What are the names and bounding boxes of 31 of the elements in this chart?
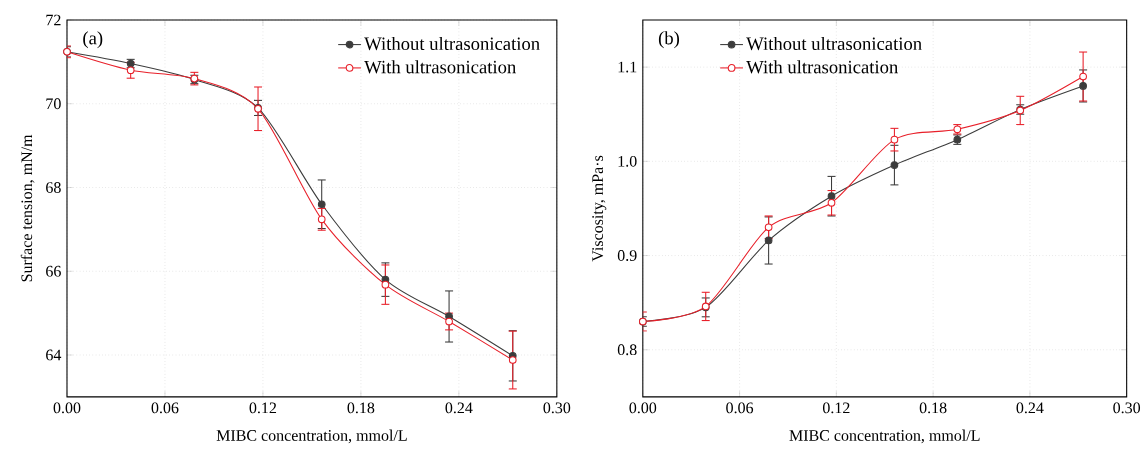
x-tick-label: 0.00 <box>53 402 81 414</box>
x-tick-label: 0.30 <box>1113 402 1141 414</box>
y-tick-label: 0.8 <box>617 344 637 356</box>
x-tick-label: 0.12 <box>249 402 277 414</box>
x-tick-label: 0.12 <box>822 402 850 414</box>
legend-label: Without ultrasonication <box>746 36 922 51</box>
y-tick-label: 1.0 <box>618 155 637 167</box>
annotation: (a) <box>83 31 103 49</box>
annotation: (b) <box>658 31 680 49</box>
legend-label: With ultrasonication <box>364 60 516 74</box>
legend-label: With ultrasonication <box>746 60 899 74</box>
y-tick-label: 64 <box>46 349 62 361</box>
y-axis-title: Surface tension, mN/m <box>20 134 35 282</box>
x-axis-title: MIBC concentration, mmol/L <box>216 429 407 444</box>
y-tick-label: 72 <box>46 14 61 26</box>
y-tick-label: 0.9 <box>617 250 637 262</box>
x-tick-label: 0.30 <box>543 402 571 414</box>
x-tick-label: 0.24 <box>445 402 473 414</box>
y-tick-label: 66 <box>46 265 61 277</box>
x-tick-label: 0.06 <box>151 402 179 414</box>
y-tick-label: 1.1 <box>618 61 637 73</box>
x-tick-label: 0.24 <box>1016 402 1044 414</box>
legend-label: Without ultrasonication <box>364 36 540 51</box>
x-tick-label: 0.18 <box>919 402 947 414</box>
y-axis-title: Viscosity, mPa·s <box>592 155 607 262</box>
x-axis-title: MIBC concentration, mmol/L <box>789 429 980 444</box>
y-tick-label: 70 <box>46 98 61 110</box>
y-tick-label: 68 <box>46 182 61 193</box>
x-tick-label: 0.18 <box>347 402 375 414</box>
x-tick-label: 0.00 <box>629 402 657 414</box>
x-tick-label: 0.06 <box>726 402 754 414</box>
